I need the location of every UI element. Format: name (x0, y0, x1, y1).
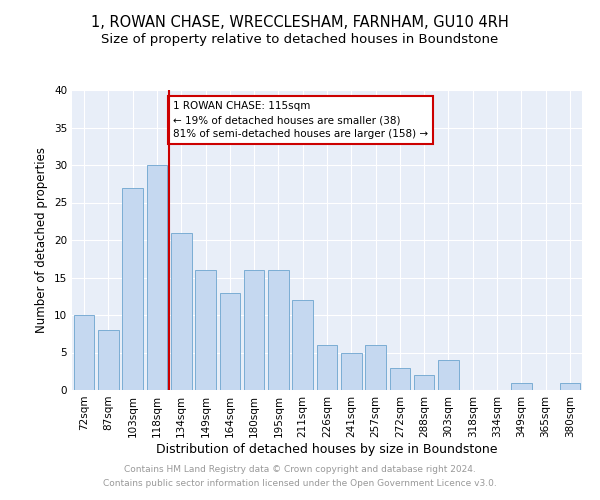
Bar (511, 382, 532, 390)
Text: Contains HM Land Registry data © Crown copyright and database right 2024.
Contai: Contains HM Land Registry data © Crown c… (103, 466, 497, 487)
Text: 1, ROWAN CHASE, WRECCLESHAM, FARNHAM, GU10 4RH: 1, ROWAN CHASE, WRECCLESHAM, FARNHAM, GU… (91, 15, 509, 30)
Text: Size of property relative to detached houses in Boundstone: Size of property relative to detached ho… (101, 32, 499, 46)
Y-axis label: Number of detached properties: Number of detached properties (35, 147, 49, 333)
Bar (195, 270, 216, 390)
Bar (317, 345, 337, 390)
Text: 1 ROWAN CHASE: 115sqm
← 19% of detached houses are smaller (38)
81% of semi-deta: 1 ROWAN CHASE: 115sqm ← 19% of detached … (173, 101, 428, 139)
Bar (438, 360, 459, 390)
Bar (292, 300, 313, 390)
Bar (268, 270, 289, 390)
Bar (414, 375, 434, 390)
Bar (122, 188, 143, 390)
Bar (389, 368, 410, 390)
Bar (560, 382, 580, 390)
Bar (98, 330, 119, 390)
Bar (341, 352, 362, 390)
Bar (171, 232, 191, 390)
Bar (74, 315, 94, 390)
Bar (244, 270, 265, 390)
Bar (146, 165, 167, 390)
Bar (220, 292, 240, 390)
X-axis label: Distribution of detached houses by size in Boundstone: Distribution of detached houses by size … (156, 442, 498, 456)
Bar (365, 345, 386, 390)
